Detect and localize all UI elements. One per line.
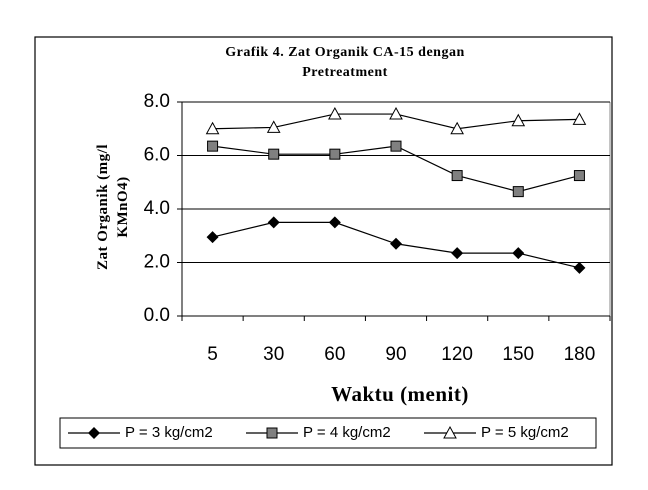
legend-label: P = 5 kg/cm2: [481, 424, 569, 441]
marker: [451, 247, 464, 260]
marker: [329, 148, 341, 160]
x-tick-label: 120: [441, 344, 473, 365]
marker: [205, 121, 220, 135]
marker: [268, 148, 280, 160]
marker: [390, 140, 402, 152]
marker: [443, 425, 457, 439]
y-tick-label: 4.0: [144, 198, 170, 219]
marker: [88, 427, 100, 439]
legend-label: P = 3 kg/cm2: [125, 424, 213, 441]
marker: [512, 247, 525, 260]
y-tick-label: 2.0: [144, 252, 170, 273]
y-tick-label: 0.0: [144, 305, 170, 326]
y-tick-label: 8.0: [144, 91, 170, 112]
marker: [389, 106, 403, 120]
x-tick-label: 150: [502, 344, 534, 365]
marker: [266, 427, 278, 439]
chart-title: Grafik 4. Zat Organik CA-15 dengan Pretr…: [225, 45, 465, 80]
x-tick-label: 90: [385, 344, 406, 365]
legend-label: P = 4 kg/cm2: [303, 424, 391, 441]
marker: [511, 113, 526, 127]
marker: [573, 170, 585, 182]
marker: [206, 231, 219, 244]
x-tick-label: 180: [564, 344, 596, 365]
marker: [207, 140, 219, 152]
marker: [450, 121, 464, 135]
marker: [266, 120, 281, 133]
x-tick-label: 5: [207, 344, 218, 365]
marker: [328, 216, 341, 229]
y-axis-title: Zat Organik (mg/l KMnO4): [95, 144, 131, 271]
marker: [512, 186, 524, 198]
x-tick-label: 60: [324, 344, 345, 365]
legend-box: [59, 417, 597, 449]
marker: [573, 261, 586, 274]
marker: [390, 237, 402, 250]
x-axis-title: Waktu (menit): [331, 382, 469, 406]
marker: [328, 106, 342, 120]
marker: [451, 170, 463, 182]
marker: [572, 112, 587, 125]
y-tick-label: 6.0: [144, 145, 170, 166]
marker: [267, 216, 280, 229]
x-tick-label: 30: [263, 344, 284, 365]
